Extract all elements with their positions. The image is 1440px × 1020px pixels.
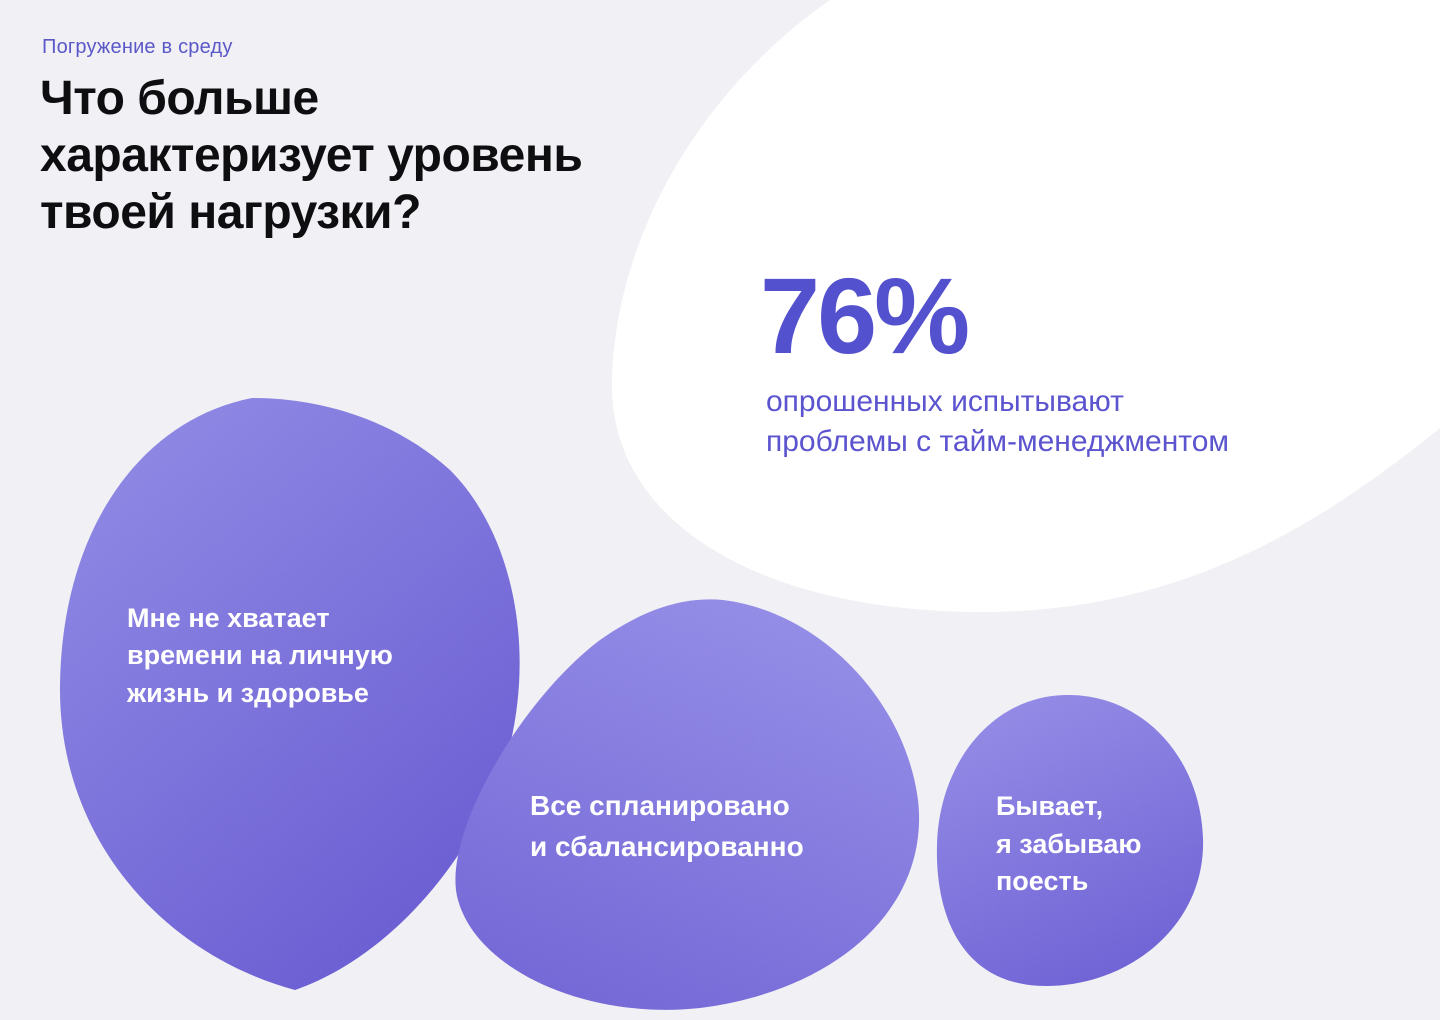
option-label-3: Бывает, я забываю поесть (996, 791, 1142, 897)
option-blob-3-grain (936, 694, 1204, 987)
stat-value: 76% (760, 255, 970, 376)
slide-title: Что больше характеризует уровень твоей н… (40, 72, 583, 239)
stat-description: опрошенных испытывают проблемы с тайм-ме… (766, 385, 1230, 458)
option-label-1: Мне не хватает времени на личную жизнь и… (127, 603, 393, 708)
option-blob-2-grain (455, 599, 920, 1010)
section-eyebrow: Погружение в среду (42, 36, 233, 58)
option-label-2: Все спланировано и сбалансированно (530, 790, 804, 862)
option-blob-1-grain (59, 398, 520, 990)
white-blob-shape (611, 0, 1440, 613)
